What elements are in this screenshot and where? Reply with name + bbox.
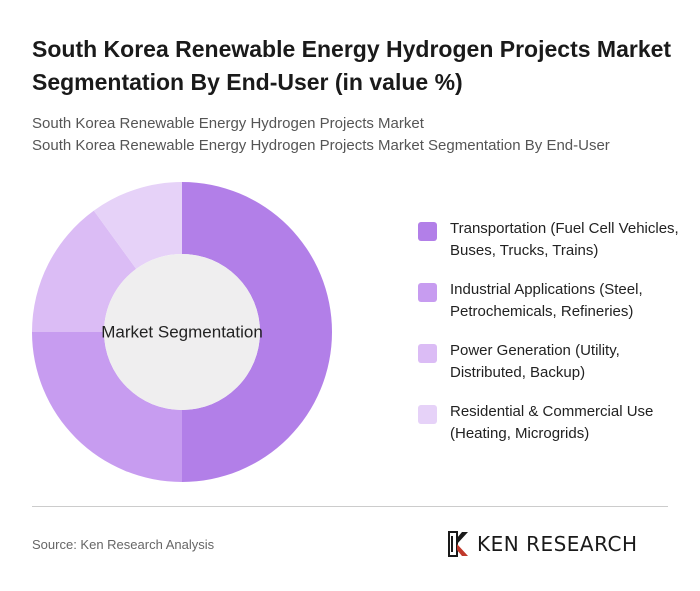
ken-research-logo: KEN RESEARCH: [447, 529, 638, 559]
ken-research-logo-icon: [448, 531, 468, 557]
legend-swatch: [418, 283, 437, 302]
footer-divider: [32, 506, 668, 507]
logo-wordmark: KEN RESEARCH: [477, 532, 638, 556]
donut-slices: [32, 182, 332, 482]
legend: Transportation (Fuel Cell Vehicles, Buse…: [418, 218, 688, 462]
chart-subtitle: South Korea Renewable Energy Hydrogen Pr…: [32, 113, 672, 157]
subtitle-line-2: South Korea Renewable Energy Hydrogen Pr…: [32, 137, 610, 154]
source-note: Source: Ken Research Analysis: [32, 537, 215, 552]
legend-item: Transportation (Fuel Cell Vehicles, Buse…: [418, 218, 688, 279]
legend-swatch: [418, 405, 437, 424]
legend-label: Residential & Commercial Use (Heating, M…: [450, 403, 654, 442]
donut-slice-4: [93, 182, 182, 269]
legend-swatch: [418, 222, 437, 241]
donut-slice-1: [182, 182, 332, 482]
subtitle-line-1: South Korea Renewable Energy Hydrogen Pr…: [32, 115, 424, 132]
center-label: Market Segmentation: [101, 323, 263, 342]
legend-item: Industrial Applications (Steel, Petroche…: [418, 279, 688, 340]
donut-slice-2: [32, 332, 182, 482]
legend-swatch: [418, 344, 437, 363]
legend-label: Transportation (Fuel Cell Vehicles, Buse…: [450, 220, 679, 259]
donut-slice-3: [32, 210, 137, 332]
legend-item: Residential & Commercial Use (Heating, M…: [418, 401, 688, 462]
legend-label: Power Generation (Utility, Distributed, …: [450, 342, 620, 381]
legend-item: Power Generation (Utility, Distributed, …: [418, 340, 688, 401]
donut-hole: [104, 254, 260, 410]
legend-label: Industrial Applications (Steel, Petroche…: [450, 281, 643, 320]
chart-title: South Korea Renewable Energy Hydrogen Pr…: [32, 36, 672, 95]
donut-chart: Market Segmentation: [32, 182, 332, 482]
